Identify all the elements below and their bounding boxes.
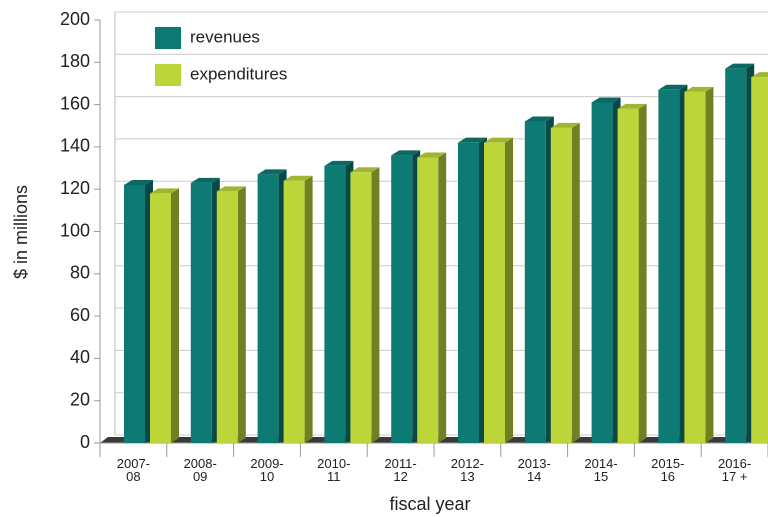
bar [324, 165, 346, 443]
y-tick-label: 140 [60, 136, 90, 156]
bar-top [591, 97, 621, 103]
bar-top [350, 167, 380, 173]
y-tick-label: 0 [80, 432, 90, 452]
bar [350, 172, 372, 443]
bar [458, 142, 479, 444]
x-tick-label: 2015-16 [651, 456, 685, 484]
bar-top [257, 169, 287, 175]
bar [725, 68, 747, 444]
x-tick-label: 2007-08 [116, 456, 151, 484]
bar-top [617, 103, 647, 109]
bar-side [505, 137, 513, 444]
y-tick-label: 60 [70, 305, 90, 325]
x-tick-label: 2008-09 [183, 456, 217, 484]
bar [591, 102, 613, 444]
legend-swatch [155, 27, 181, 49]
y-tick-label: 120 [60, 178, 90, 198]
legend-swatch [155, 64, 181, 86]
y-axis-label: $ in millions [11, 185, 31, 279]
bar [216, 191, 238, 443]
bar [684, 91, 706, 443]
bar-side [171, 188, 179, 443]
bar-top [751, 72, 768, 78]
bar [751, 77, 768, 443]
y-tick-label: 80 [70, 263, 90, 283]
bar-top [524, 116, 554, 122]
x-tick-label: 2012-13 [450, 456, 485, 484]
bar [524, 121, 546, 444]
x-tick-label: 2014-15 [584, 456, 618, 484]
legend-label: revenues [190, 27, 260, 46]
bar-side [438, 152, 447, 443]
bar [150, 193, 171, 443]
y-tick-label: 20 [70, 389, 90, 409]
bar-top [417, 152, 447, 158]
bar-side [638, 103, 647, 443]
x-tick-label: 2009-10 [250, 456, 284, 484]
bar-top [658, 84, 688, 90]
y-tick-label: 160 [60, 93, 90, 113]
bar-top [725, 63, 755, 69]
bar-side [304, 175, 313, 444]
bar-side [571, 122, 580, 444]
bar-top [190, 177, 220, 183]
bar-top [150, 188, 179, 194]
bar [124, 184, 145, 443]
bar [658, 89, 680, 444]
bar-top [124, 179, 153, 185]
legend-label: expenditures [190, 64, 287, 83]
bar [417, 157, 439, 443]
x-tick-label: 2011-12 [384, 456, 417, 484]
bar [484, 142, 505, 444]
bar-top [684, 86, 714, 92]
bar-side [371, 167, 380, 443]
y-tick-label: 200 [60, 9, 90, 29]
bar [190, 182, 212, 444]
y-tick-label: 40 [70, 347, 90, 367]
bar-top [283, 175, 313, 181]
bar [550, 127, 572, 444]
bar [257, 174, 279, 443]
y-tick-label: 100 [60, 220, 90, 240]
bar-top [391, 150, 421, 156]
bar [391, 155, 413, 444]
y-tick-label: 180 [60, 51, 90, 71]
bar [617, 108, 639, 443]
bar-top [458, 137, 487, 143]
bar [283, 180, 305, 444]
x-tick-label: 2010-11 [317, 456, 351, 484]
bar-side [705, 86, 714, 443]
x-tick-label: 2016-17 + [717, 456, 752, 484]
x-axis-label: fiscal year [389, 494, 470, 514]
bar-top [484, 137, 513, 143]
bar-top [324, 160, 354, 166]
bar-top [550, 122, 580, 128]
bar-top [216, 186, 246, 192]
x-tick-label: 2013-14 [517, 456, 551, 484]
bar-side [237, 186, 246, 443]
